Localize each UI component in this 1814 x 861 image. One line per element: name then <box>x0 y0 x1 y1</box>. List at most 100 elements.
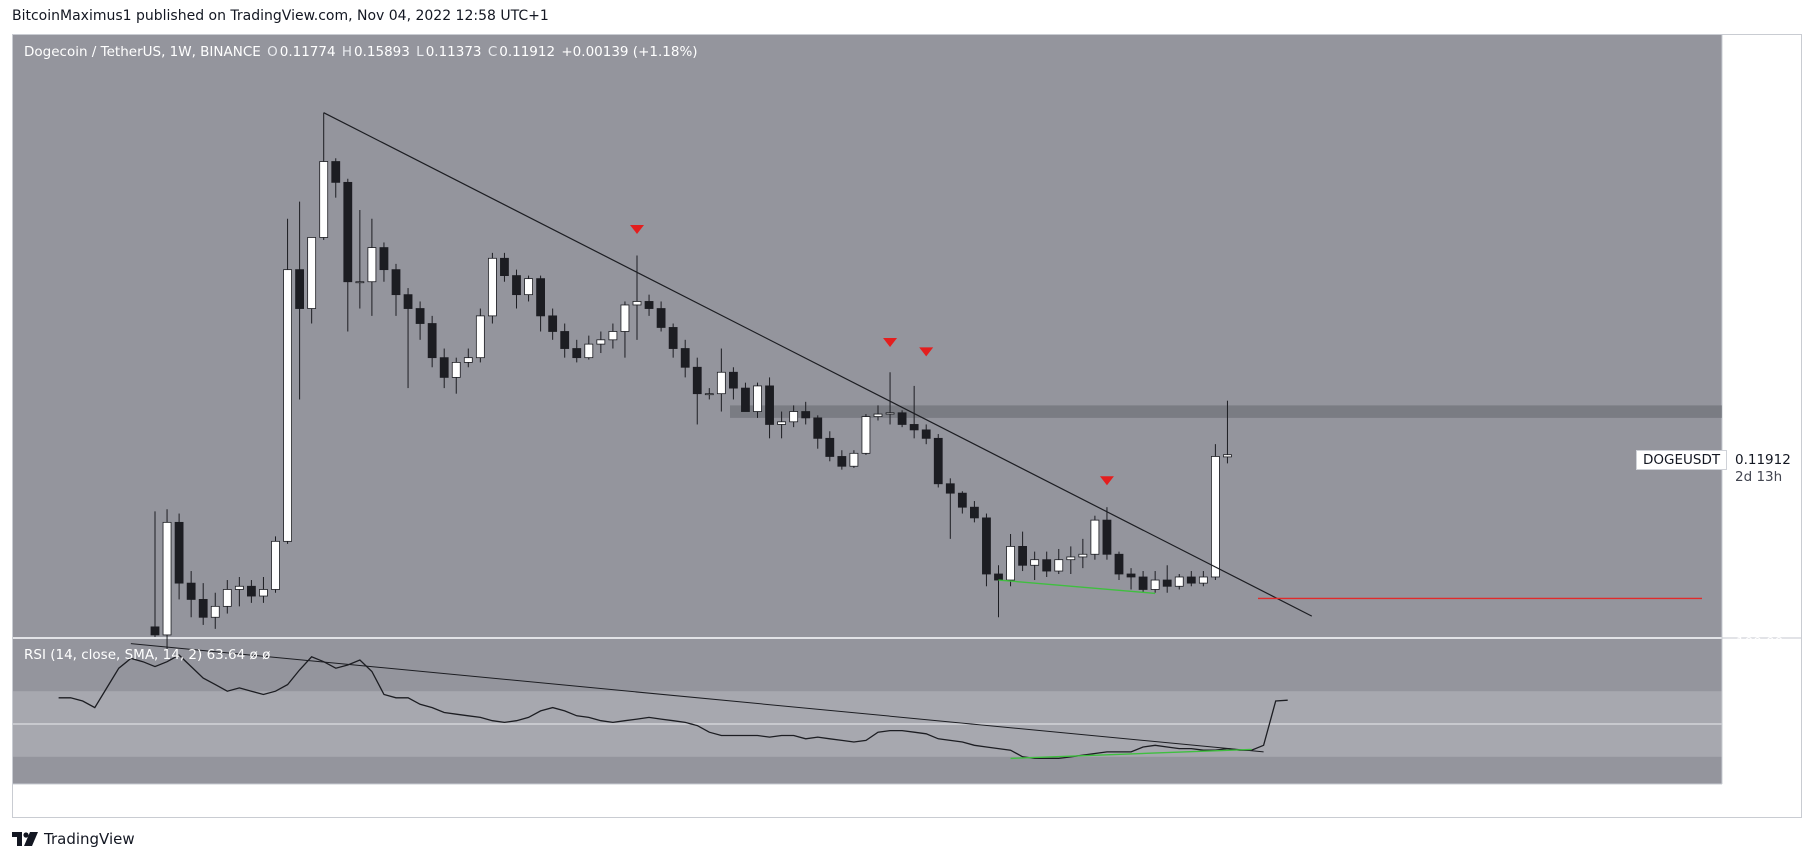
candle-body <box>704 393 714 396</box>
candle-body <box>487 257 497 317</box>
symbol-legend: Dogecoin / TetherUS, 1W, BINANCE O 0.1177… <box>24 44 700 60</box>
rejection-marker <box>630 224 644 234</box>
ticker-tag: DOGEUSDT <box>1636 450 1728 470</box>
candle-body <box>789 411 799 423</box>
candle-body <box>415 308 425 324</box>
time-tick-label: Mar <box>909 792 935 808</box>
footer-brand[interactable]: TradingView <box>12 830 135 848</box>
candle-body <box>162 521 172 636</box>
candle-body <box>970 506 979 519</box>
tradingview-logo-icon <box>12 832 38 846</box>
candle-body <box>259 589 268 597</box>
candle-body <box>837 456 847 467</box>
time-tick-label: 2021 <box>82 792 120 808</box>
chart-frame <box>12 34 1802 818</box>
candle-body <box>1162 579 1172 587</box>
price-tick-label: 0.21000 <box>1736 342 1792 358</box>
candle-body <box>391 269 401 296</box>
time-tick-label: May <box>1017 792 1045 808</box>
candle-body <box>403 294 413 309</box>
low-label: L <box>416 44 424 60</box>
change-value: +0.00139 (+1.18%) <box>561 44 698 60</box>
time-tick-label: Sep <box>558 792 583 808</box>
candle-body <box>909 424 919 431</box>
candle-body <box>692 366 702 395</box>
candle-body <box>620 304 630 332</box>
candle-body <box>1066 556 1076 561</box>
candle-body <box>1198 576 1208 584</box>
candle-body <box>1102 519 1112 555</box>
candle-body <box>716 371 726 395</box>
time-tick-label: Jul <box>1140 792 1157 808</box>
candle-body <box>1114 553 1124 575</box>
candle-body <box>982 517 991 575</box>
candle-body <box>439 357 449 378</box>
descending-trendline <box>323 112 1313 617</box>
candle-body <box>933 437 943 485</box>
candle-body <box>680 348 690 368</box>
candle-body <box>765 385 774 425</box>
candle-body <box>524 278 533 296</box>
rsi-tick-label: 50.00 <box>1736 717 1775 733</box>
time-tick-label: Nov <box>1379 792 1405 808</box>
candle-body <box>367 247 377 283</box>
rsi-value: 63.64 <box>206 647 246 663</box>
open-label: O <box>267 44 278 60</box>
candle-body <box>849 452 859 467</box>
rsi-title[interactable]: RSI (14, close, SMA, 14, 2) <box>24 647 203 663</box>
price-tick-label: 0.17000 <box>1736 381 1792 397</box>
candle-body <box>873 413 883 417</box>
candle-body <box>1174 576 1184 587</box>
candle-body <box>150 626 160 636</box>
open-value: 0.11774 <box>279 44 336 60</box>
symbol-name[interactable]: Dogecoin / TetherUS, 1W, BINANCE <box>24 44 261 60</box>
price-tick-label: 0.35000 <box>1736 246 1792 262</box>
rsi-legend: RSI (14, close, SMA, 14, 2) 63.64 ø ø <box>24 647 270 663</box>
candle-body <box>536 278 545 317</box>
time-tick-label: May <box>316 792 344 808</box>
price-tick-label: 0.55000 <box>1736 161 1792 177</box>
candle-body <box>1186 576 1196 584</box>
candle-body <box>548 315 558 332</box>
candle-body <box>1054 559 1064 572</box>
candle-body <box>1030 559 1040 566</box>
rsi-divergence-line <box>1010 748 1252 760</box>
price-tick-label: 0.06500 <box>1736 561 1792 577</box>
time-tick-label: Mar <box>195 792 221 808</box>
candle-body <box>427 323 437 359</box>
time-tick-label: Nov <box>667 792 693 808</box>
candle-body <box>379 247 389 271</box>
price-pane <box>13 35 1722 637</box>
rsi-tick-label: 75.00 <box>1736 676 1775 692</box>
low-value: 0.11373 <box>425 44 482 60</box>
time-tick-label: Mar <box>1617 792 1643 808</box>
rsi-tick-label: 100.00 <box>1736 635 1783 651</box>
candle-body <box>801 411 811 419</box>
candle-body <box>596 339 606 345</box>
rsi-trendline <box>130 643 1264 753</box>
price-tick-label: 0.13000 <box>1736 431 1792 447</box>
candle-body <box>1150 579 1160 590</box>
candle-body <box>331 161 341 183</box>
time-tick-label: 2022 <box>785 792 823 808</box>
price-tick-label: 0.05300 <box>1736 599 1792 615</box>
candle-body <box>319 161 329 238</box>
candle-body <box>994 573 1003 581</box>
candle-body <box>957 492 967 508</box>
rejection-marker <box>919 347 934 357</box>
candle-body <box>283 269 292 542</box>
footer-brand-text: TradingView <box>44 830 135 848</box>
price-tick-label: 0.90000 <box>1736 69 1792 85</box>
candle-body <box>656 308 666 328</box>
time-tick-label: 2023 <box>1491 792 1529 808</box>
candle-body <box>825 437 835 457</box>
candle-body <box>753 385 762 412</box>
candle-body <box>945 483 955 494</box>
candle-body <box>174 521 184 584</box>
candle-body <box>608 331 618 341</box>
candle-body <box>295 269 305 309</box>
close-value: 0.11912 <box>499 44 556 60</box>
candle-body <box>632 301 642 306</box>
candle-body <box>500 257 509 276</box>
